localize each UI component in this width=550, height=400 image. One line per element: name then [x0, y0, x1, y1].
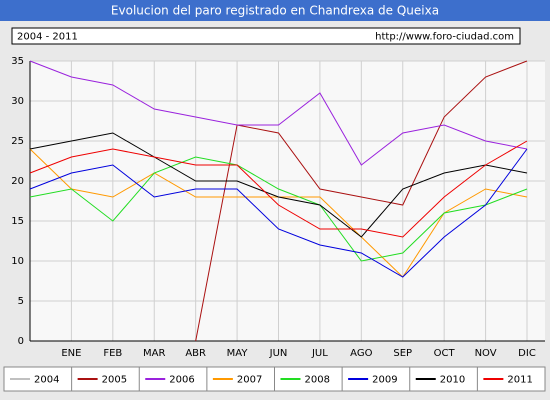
header-box — [11, 27, 521, 45]
series-line — [29, 60, 528, 166]
x-tick-label: FEB — [103, 348, 122, 359]
plot-area — [30, 61, 545, 341]
legend-label: 2007 — [237, 375, 262, 386]
x-tick-label: ENE — [61, 348, 81, 359]
legend-label: 2008 — [305, 375, 330, 386]
y-tick-label: 20 — [11, 176, 24, 187]
y-tick-label: 35 — [11, 56, 24, 67]
legend-label: 2004 — [34, 375, 59, 386]
legend-label: 2010 — [440, 375, 465, 386]
legend-label: 2011 — [507, 375, 532, 386]
x-tick-label: NOV — [475, 348, 497, 359]
chart-title: Evolucion del paro registrado en Chandre… — [111, 4, 439, 18]
series-line — [29, 148, 528, 278]
legend-label: 2009 — [372, 375, 397, 386]
series-line — [29, 140, 528, 238]
series-line — [195, 60, 528, 342]
subtitle: 2004 - 2011 — [17, 32, 78, 43]
x-tick-label: JUN — [269, 348, 288, 359]
x-tick-label: OCT — [434, 348, 456, 359]
title-bar — [0, 0, 550, 21]
x-tick-label: JUL — [311, 348, 328, 359]
x-tick-label: SEP — [393, 348, 412, 359]
source: http://www.foro-ciudad.com — [375, 32, 514, 43]
series-line — [29, 156, 528, 262]
y-tick-label: 15 — [11, 216, 24, 227]
x-tick-label: MAY — [227, 348, 249, 359]
legend-label: 2006 — [169, 375, 194, 386]
series-line — [29, 132, 528, 238]
x-tick-label: DIC — [518, 348, 536, 359]
x-tick-label: ABR — [185, 348, 206, 359]
y-tick-label: 5 — [18, 296, 24, 307]
y-tick-label: 30 — [11, 96, 24, 107]
x-tick-label: MAR — [143, 348, 165, 359]
legend-label: 2005 — [102, 375, 127, 386]
y-tick-label: 10 — [11, 256, 24, 267]
y-tick-label: 0 — [18, 336, 24, 347]
y-tick-label: 25 — [11, 136, 24, 147]
x-tick-label: AGO — [350, 348, 372, 359]
